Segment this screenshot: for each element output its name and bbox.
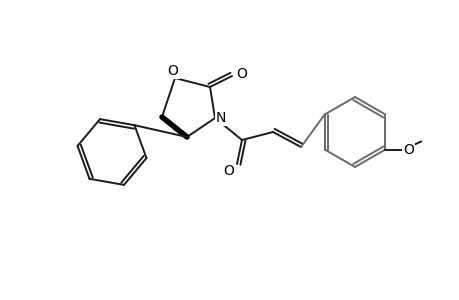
Text: O: O bbox=[167, 64, 178, 78]
Text: O: O bbox=[402, 142, 413, 157]
Text: O: O bbox=[236, 67, 247, 81]
Text: N: N bbox=[215, 111, 226, 125]
Text: O: O bbox=[223, 164, 234, 178]
